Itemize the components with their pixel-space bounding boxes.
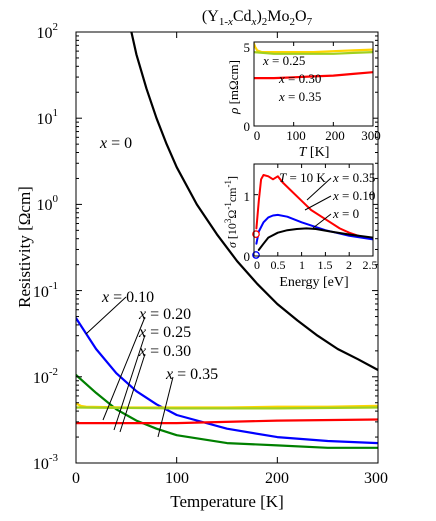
label-x-0.20: x = 0.20 — [138, 306, 191, 323]
main-plot-frame — [75, 31, 379, 464]
inset-sigma-series-x-0 — [257, 227, 373, 251]
label-x-0: x = 0 — [99, 135, 132, 152]
inset-label-x-0.35: x = 0.35 — [278, 89, 321, 104]
main-x-tick-label: 0 — [72, 470, 80, 487]
inset-rho-frame — [253, 41, 374, 127]
inset-rho-x-tick-label: 200 — [325, 128, 345, 143]
inset-rho-series-x-0.25 — [254, 42, 373, 54]
inset-rho-x-tick-label: 100 — [286, 128, 306, 143]
inset-rho-plot: 0 5 0 100 200 300 T [K] ρ [mΩcm] x = 0.2… — [226, 40, 381, 160]
inset-label-x-0.25: x = 0.25 — [262, 53, 305, 68]
main-series-x-0.20 — [76, 373, 378, 449]
main-y-axis-label: Resistivity [Ωcm] — [15, 186, 34, 308]
label-x-0.35: x = 0.35 — [165, 366, 218, 383]
inset-rho-background — [254, 42, 373, 126]
inset-sigma-plot: 0 1 0 0.5 1 1.5 2 2.5 Energy [eV] σ [103… — [223, 163, 378, 290]
main-x-tick-label: 100 — [165, 470, 189, 487]
main-series-group — [76, 32, 378, 449]
inset-sigma-y-tick-label: 0 — [244, 249, 251, 264]
main-series-x-0.30 — [76, 406, 378, 410]
main-x-tick-label: 200 — [265, 470, 289, 487]
main-x-tick-label: 300 — [364, 470, 388, 487]
main-curves — [76, 32, 378, 449]
inset-sigma-label-x-0: x = 0 — [332, 206, 359, 221]
main-series-x-0 — [130, 32, 378, 372]
inset-rho-x-tick-label: 0 — [254, 128, 261, 143]
inset-sigma-y-axis-label: σ [103Ω-1cm-1] — [223, 176, 239, 248]
inset-rho-x-tick-label: 300 — [361, 128, 381, 143]
inset-leader-x-0 — [312, 213, 332, 229]
main-x-axis-label: Temperature [K] — [170, 492, 284, 511]
main-y-tick-label: 10-1 — [33, 280, 58, 301]
inset-sigma-frame — [253, 163, 374, 257]
inset-sigma-leaders — [304, 177, 332, 229]
inset-sigma-ticks — [253, 164, 374, 257]
main-y-tick-label: 101 — [37, 107, 59, 128]
inset-sigma-series-group — [255, 174, 373, 251]
inset-rho-y-tick-label: 0 — [244, 119, 251, 134]
inset-rho-curves — [254, 42, 373, 80]
main-y-tick-label: 102 — [37, 21, 59, 42]
inset-rho-ticks — [253, 41, 374, 127]
inset-label-x-0.30: x = 0.30 — [278, 71, 321, 86]
inset-sigma-y-tick-label: 1 — [244, 189, 251, 204]
chart-title: (Y1-xCdx)2Mo2O7 — [202, 8, 313, 28]
inset-sigma-label-x-0.10: x = 0.10 — [332, 188, 375, 203]
inset-leader-x-0.35 — [306, 177, 332, 201]
main-series-x-0.35 — [76, 418, 378, 425]
inset-sigma-x-tick-label: 2.5 — [363, 258, 378, 272]
inset-rho-y-axis-label: ρ [mΩcm] — [226, 60, 241, 115]
main-y-tick-label: 10-3 — [33, 452, 59, 473]
inset-sigma-title: T = 10 K — [279, 170, 326, 185]
inset-rho-series-x-0.35 — [254, 71, 373, 80]
leader-x-0.30 — [119, 353, 146, 433]
label-x-0.10: x = 0.10 — [101, 289, 154, 306]
leader-x-0.10 — [85, 296, 127, 335]
leader-lines — [85, 296, 174, 438]
main-series-x-0.10 — [76, 317, 378, 445]
main-y-tick-label: 10-2 — [33, 366, 58, 387]
leader-x-0.25 — [113, 334, 146, 431]
inset-rho-y-tick-label: 5 — [244, 40, 251, 55]
label-x-0.30: x = 0.30 — [138, 343, 191, 360]
inset-sigma-x-tick-label: 0.5 — [271, 258, 286, 272]
inset-sigma-x-axis-label: Energy [eV] — [279, 275, 348, 290]
main-ticks — [75, 31, 379, 464]
inset-sigma-label-x-0.35: x = 0.35 — [332, 170, 375, 185]
inset-sigma-series-x-0.35 — [255, 174, 373, 240]
leader-x-0.20 — [102, 316, 146, 421]
inset-sigma-x-tick-label: 1.5 — [318, 258, 333, 272]
inset-leader-x-0.10 — [304, 195, 332, 211]
leader-x-0.35 — [157, 376, 174, 438]
inset-sigma-x-tick-label: 0 — [254, 258, 260, 272]
inset-rho-series-x-0.30 — [254, 50, 373, 55]
main-plot: 10-3 10-2 10-1 100 101 102 0 100 200 300… — [15, 21, 388, 511]
label-x-0.25: x = 0.25 — [138, 324, 191, 341]
main-y-tick-label: 100 — [37, 193, 59, 214]
inset-sigma-x-tick-label: 2 — [346, 258, 352, 272]
inset-sigma-x-tick-label: 1 — [299, 258, 305, 272]
inset-rho-x-axis-label: T [K] — [299, 145, 330, 160]
inset-rho-series-group — [254, 42, 373, 80]
